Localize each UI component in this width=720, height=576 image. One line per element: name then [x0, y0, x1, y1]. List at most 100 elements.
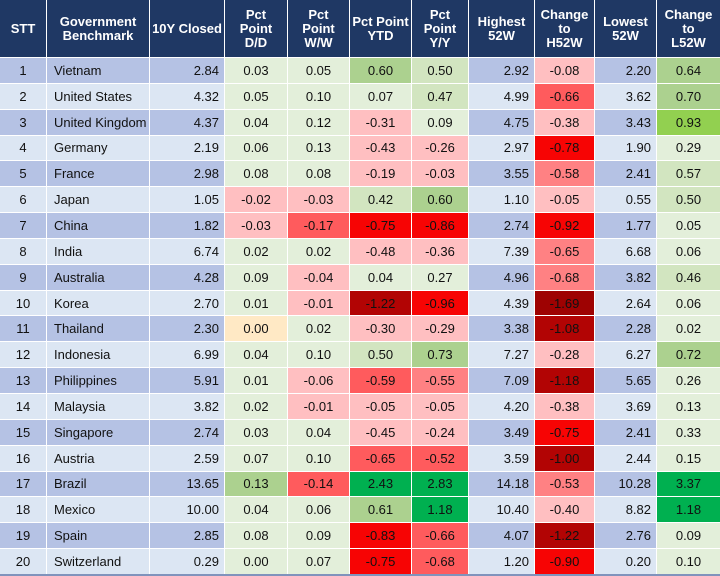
- cell-dd[interactable]: 0.04: [225, 109, 288, 135]
- cell-h52[interactable]: -0.92: [535, 213, 595, 238]
- cell-yy[interactable]: -0.55: [412, 368, 469, 393]
- cell-dd[interactable]: 0.03: [225, 58, 288, 83]
- cell-name[interactable]: Germany: [47, 135, 150, 161]
- cell-name[interactable]: Korea: [47, 290, 150, 316]
- cell-l52[interactable]: 0.33: [657, 419, 720, 445]
- cell-close[interactable]: 1.05: [150, 187, 225, 213]
- cell-h52[interactable]: -0.68: [535, 264, 595, 290]
- cell-close[interactable]: 10.00: [150, 497, 225, 523]
- cell-close[interactable]: 2.98: [150, 161, 225, 187]
- cell-low[interactable]: 1.90: [595, 135, 657, 161]
- cell-high[interactable]: 4.75: [469, 109, 535, 135]
- cell-l52[interactable]: 0.57: [657, 161, 720, 187]
- cell-stt[interactable]: 5: [0, 161, 47, 187]
- cell-low[interactable]: 0.20: [595, 549, 657, 574]
- cell-name[interactable]: Spain: [47, 523, 150, 549]
- cell-dd[interactable]: 0.02: [225, 238, 288, 264]
- cell-l52[interactable]: 0.26: [657, 368, 720, 393]
- cell-close[interactable]: 2.30: [150, 316, 225, 342]
- cell-ytd[interactable]: -1.22: [350, 290, 412, 316]
- cell-name[interactable]: United States: [47, 83, 150, 109]
- cell-low[interactable]: 3.82: [595, 264, 657, 290]
- cell-h52[interactable]: -0.75: [535, 419, 595, 445]
- cell-dd[interactable]: -0.03: [225, 213, 288, 238]
- cell-stt[interactable]: 7: [0, 213, 47, 238]
- cell-l52[interactable]: 0.50: [657, 187, 720, 213]
- cell-dd[interactable]: 0.00: [225, 549, 288, 574]
- cell-yy[interactable]: 0.50: [412, 58, 469, 83]
- cell-dd[interactable]: 0.01: [225, 290, 288, 316]
- cell-dd[interactable]: 0.07: [225, 445, 288, 471]
- cell-high[interactable]: 4.07: [469, 523, 535, 549]
- cell-yy[interactable]: 0.47: [412, 83, 469, 109]
- cell-high[interactable]: 2.92: [469, 58, 535, 83]
- cell-stt[interactable]: 4: [0, 135, 47, 161]
- cell-low[interactable]: 5.65: [595, 368, 657, 393]
- cell-close[interactable]: 4.28: [150, 264, 225, 290]
- cell-high[interactable]: 2.74: [469, 213, 535, 238]
- cell-dd[interactable]: 0.01: [225, 368, 288, 393]
- cell-ww[interactable]: -0.04: [288, 264, 350, 290]
- cell-dd[interactable]: 0.09: [225, 264, 288, 290]
- cell-dd[interactable]: 0.06: [225, 135, 288, 161]
- cell-low[interactable]: 2.64: [595, 290, 657, 316]
- cell-ytd[interactable]: -0.05: [350, 393, 412, 419]
- cell-stt[interactable]: 1: [0, 58, 47, 83]
- cell-close[interactable]: 6.74: [150, 238, 225, 264]
- cell-name[interactable]: Australia: [47, 264, 150, 290]
- cell-h52[interactable]: -1.08: [535, 316, 595, 342]
- cell-dd[interactable]: 0.03: [225, 419, 288, 445]
- cell-dd[interactable]: 0.00: [225, 316, 288, 342]
- cell-stt[interactable]: 16: [0, 445, 47, 471]
- cell-h52[interactable]: -1.69: [535, 290, 595, 316]
- cell-stt[interactable]: 10: [0, 290, 47, 316]
- cell-low[interactable]: 2.20: [595, 58, 657, 83]
- cell-h52[interactable]: -0.40: [535, 497, 595, 523]
- cell-ww[interactable]: 0.10: [288, 342, 350, 368]
- cell-close[interactable]: 6.99: [150, 342, 225, 368]
- cell-high[interactable]: 4.20: [469, 393, 535, 419]
- cell-yy[interactable]: -0.03: [412, 161, 469, 187]
- cell-yy[interactable]: -0.05: [412, 393, 469, 419]
- cell-ww[interactable]: -0.01: [288, 393, 350, 419]
- cell-ww[interactable]: 0.10: [288, 83, 350, 109]
- cell-yy[interactable]: 0.60: [412, 187, 469, 213]
- cell-close[interactable]: 0.29: [150, 549, 225, 574]
- cell-yy[interactable]: -0.24: [412, 419, 469, 445]
- cell-ytd[interactable]: 0.61: [350, 497, 412, 523]
- cell-stt[interactable]: 9: [0, 264, 47, 290]
- cell-ww[interactable]: -0.14: [288, 471, 350, 497]
- cell-ytd[interactable]: -0.75: [350, 213, 412, 238]
- cell-low[interactable]: 2.28: [595, 316, 657, 342]
- cell-close[interactable]: 4.32: [150, 83, 225, 109]
- cell-h52[interactable]: -0.78: [535, 135, 595, 161]
- cell-low[interactable]: 1.77: [595, 213, 657, 238]
- cell-h52[interactable]: -0.65: [535, 238, 595, 264]
- cell-high[interactable]: 2.97: [469, 135, 535, 161]
- cell-high[interactable]: 7.27: [469, 342, 535, 368]
- cell-yy[interactable]: -0.36: [412, 238, 469, 264]
- cell-high[interactable]: 3.59: [469, 445, 535, 471]
- cell-stt[interactable]: 20: [0, 549, 47, 574]
- cell-stt[interactable]: 13: [0, 368, 47, 393]
- cell-h52[interactable]: -0.08: [535, 58, 595, 83]
- cell-ww[interactable]: 0.13: [288, 135, 350, 161]
- cell-l52[interactable]: 0.02: [657, 316, 720, 342]
- cell-name[interactable]: Philippines: [47, 368, 150, 393]
- cell-stt[interactable]: 11: [0, 316, 47, 342]
- cell-ytd[interactable]: -0.45: [350, 419, 412, 445]
- cell-dd[interactable]: 0.08: [225, 523, 288, 549]
- cell-close[interactable]: 2.70: [150, 290, 225, 316]
- cell-l52[interactable]: 0.05: [657, 213, 720, 238]
- cell-high[interactable]: 3.49: [469, 419, 535, 445]
- cell-stt[interactable]: 8: [0, 238, 47, 264]
- cell-ytd[interactable]: -0.59: [350, 368, 412, 393]
- cell-ww[interactable]: -0.01: [288, 290, 350, 316]
- cell-ytd[interactable]: -0.19: [350, 161, 412, 187]
- cell-stt[interactable]: 19: [0, 523, 47, 549]
- cell-h52[interactable]: -0.66: [535, 83, 595, 109]
- cell-ww[interactable]: 0.07: [288, 549, 350, 574]
- cell-ww[interactable]: 0.02: [288, 238, 350, 264]
- cell-h52[interactable]: -1.00: [535, 445, 595, 471]
- cell-name[interactable]: Switzerland: [47, 549, 150, 574]
